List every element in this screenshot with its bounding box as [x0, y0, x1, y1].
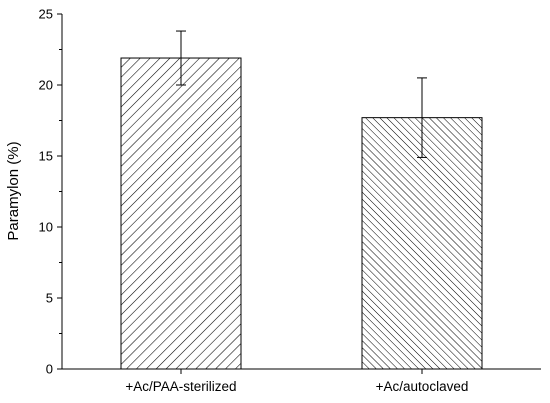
x-category-label: +Ac/autoclaved — [376, 379, 469, 394]
error-bars-group — [176, 30, 427, 158]
y-tick-label: 5 — [46, 291, 53, 306]
y-tick-label: 25 — [39, 7, 53, 22]
y-tick-label: 15 — [39, 149, 53, 164]
y-ticks-group: 0 5 10 15 20 25 — [39, 7, 62, 377]
y-axis-title: Paramylon (%) — [5, 141, 22, 240]
bar-1 — [120, 57, 242, 370]
x-category-label: +Ac/PAA-sterilized — [125, 379, 236, 394]
bars-group — [120, 57, 483, 370]
y-tick-label: 0 — [46, 362, 53, 377]
x-labels-group: +Ac/PAA-sterilized +Ac/autoclaved — [125, 369, 468, 394]
y-tick-label: 20 — [39, 78, 53, 93]
y-tick-label: 10 — [39, 220, 53, 235]
